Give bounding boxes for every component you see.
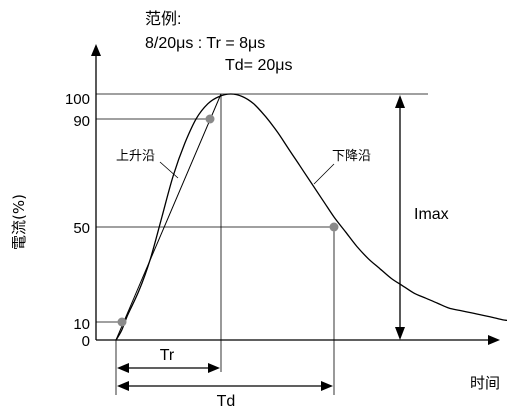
ytick-100: 100 — [65, 91, 90, 108]
ytick-90: 90 — [73, 113, 90, 130]
imax-label: Imax — [414, 206, 449, 223]
y-axis-label: 電流(%) — [10, 194, 28, 250]
x-axis-label: 时间 — [470, 374, 500, 392]
imax-arrow-down — [395, 327, 405, 340]
front-time-line — [115, 93, 222, 341]
td-label: Td — [217, 393, 236, 409]
x-axis-arrow — [488, 335, 500, 345]
tr-label: Tr — [160, 347, 175, 364]
fall-edge-label: 下降沿 — [332, 149, 371, 164]
rise-edge-label: 上升沿 — [116, 149, 155, 164]
imax-arrow-up — [395, 95, 405, 108]
legend-line-2: Td= 20μs — [225, 57, 292, 74]
point-50-percent — [329, 222, 339, 232]
ytick-50: 50 — [73, 220, 90, 237]
tr-arrow-left — [117, 363, 129, 373]
rise-edge-leader — [159, 161, 179, 179]
fall-edge-leader — [313, 163, 335, 185]
waveform-curve — [115, 93, 507, 341]
td-arrow-left — [117, 381, 129, 391]
point-90-percent — [205, 114, 215, 124]
point-10-percent — [117, 317, 127, 327]
ytick-0: 0 — [82, 333, 90, 350]
td-arrow-right — [321, 381, 333, 391]
legend-title: 范例: — [145, 10, 181, 28]
ytick-10: 10 — [73, 316, 90, 333]
tr-arrow-right — [208, 363, 220, 373]
y-axis-arrow — [91, 44, 101, 56]
legend-line-1: 8/20μs : Tr = 8μs — [145, 35, 265, 52]
